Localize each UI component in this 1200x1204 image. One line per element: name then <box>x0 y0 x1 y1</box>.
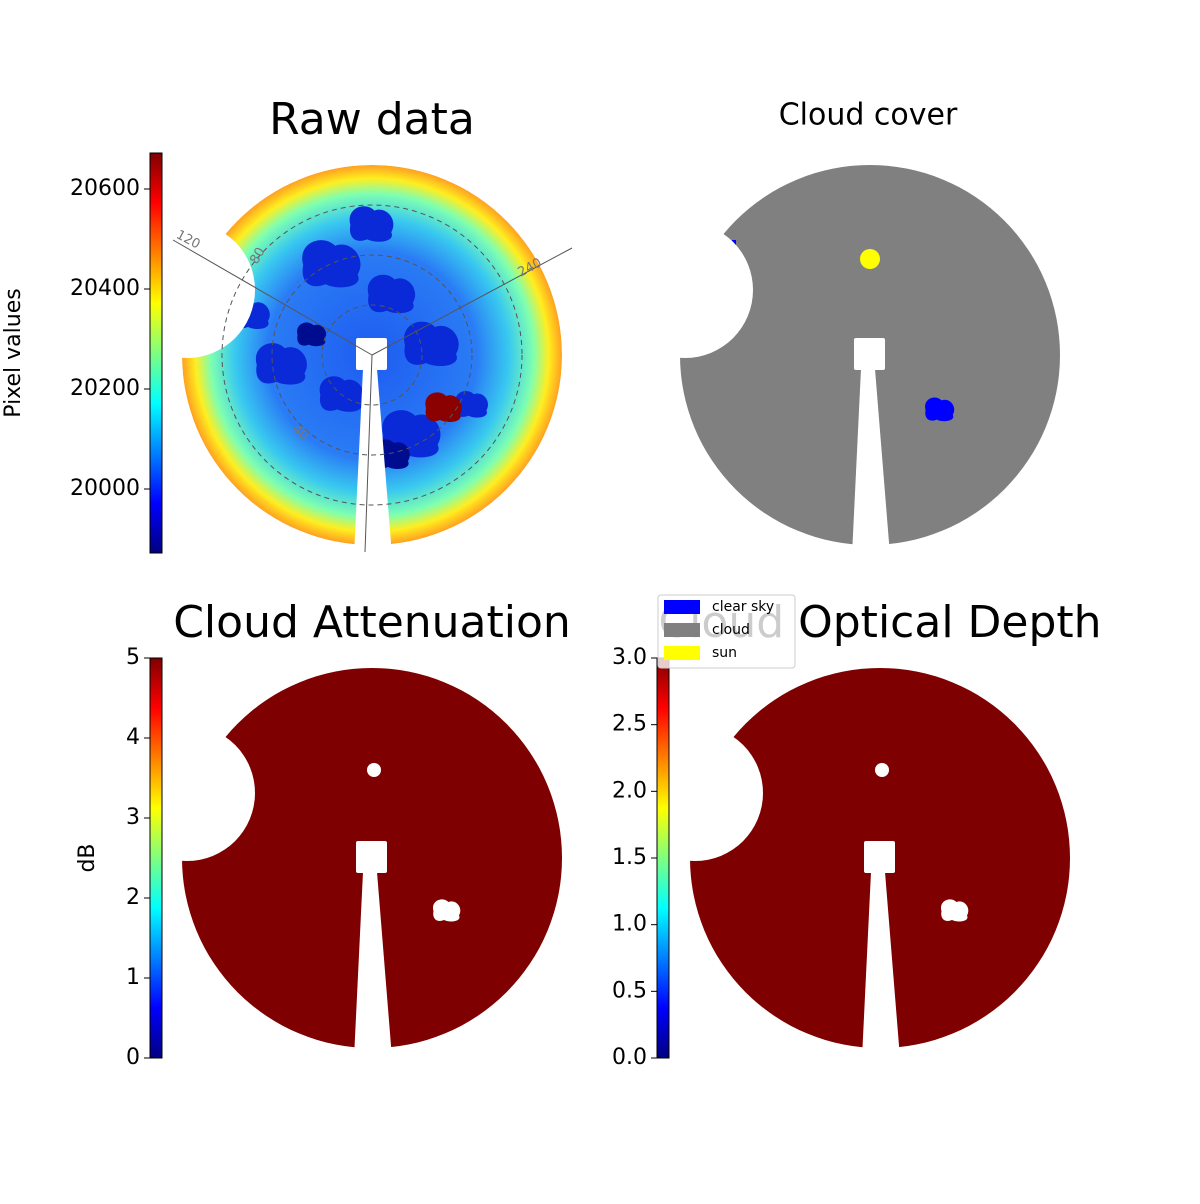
dark-patch <box>302 240 361 288</box>
legend-label: clear sky <box>712 599 774 615</box>
polar-spoke <box>364 354 373 553</box>
dark-patch <box>367 274 416 314</box>
dark-patch <box>349 206 394 242</box>
sky-image <box>182 668 562 1048</box>
colorbar-label: dB <box>75 843 100 872</box>
sun-hole <box>367 763 381 777</box>
panel-title: Cloud cover <box>779 98 958 133</box>
colorbar-tick-label: 2.5 <box>612 712 647 737</box>
cloud-hole <box>433 899 461 922</box>
colorbar <box>656 657 670 1059</box>
colorbar-label: Pixel values <box>1 288 26 417</box>
colorbar-tick-label: 20600 <box>70 176 140 201</box>
polar-spoke <box>172 239 373 356</box>
colorbar-tick-label: 5 <box>126 645 140 670</box>
cloud-hole <box>941 899 969 922</box>
legend-swatch <box>664 600 700 614</box>
legend-label: cloud <box>712 622 750 638</box>
colorbar-tick-label: 20200 <box>70 376 140 401</box>
image-fill <box>182 668 562 1048</box>
colorbar-tick-label: 0 <box>126 1045 140 1070</box>
colorbar <box>149 152 163 554</box>
colorbar-tick-label: 3.0 <box>612 645 647 670</box>
legend-swatch <box>664 623 700 637</box>
polar-grid <box>172 204 573 553</box>
legend-swatch <box>664 646 700 660</box>
colorbar <box>149 657 163 1059</box>
colorbar-tick-label: 2.0 <box>612 778 647 803</box>
colorbar-tick-label: 1.0 <box>612 912 647 937</box>
dark-patch <box>255 343 307 385</box>
colorbar-tick-label: 20400 <box>70 276 140 301</box>
polar-spoke <box>371 247 573 356</box>
legend: clear sky cloud sun <box>657 594 796 669</box>
colorbar-tick-label: 4 <box>126 725 140 750</box>
image-fill <box>690 668 1070 1048</box>
polar-label: 80 <box>247 245 268 267</box>
sun-hole <box>875 763 889 777</box>
dark-patch <box>373 439 410 469</box>
polar-ring <box>221 204 523 506</box>
sky-image <box>690 668 1070 1048</box>
colorbar-tick-label: 1.5 <box>612 845 647 870</box>
colorbar-tick-label: 2 <box>126 885 140 910</box>
colorbar-tick-label: 0.5 <box>612 978 647 1003</box>
colorbar-tick-label: 0.0 <box>612 1045 647 1070</box>
panel: Cloud Attenuation 0 1 2 3 4 5 dB <box>75 597 571 1070</box>
cloud-region <box>680 165 1060 545</box>
dark-patch <box>297 322 327 347</box>
colorbar-tick-label: 20000 <box>70 476 140 501</box>
panel-title: Raw data <box>269 94 475 145</box>
edge-artifact <box>232 211 240 219</box>
sky-image <box>680 165 1060 545</box>
sun-region <box>860 249 880 269</box>
dark-patch <box>404 321 459 366</box>
legend-label: sun <box>712 645 737 661</box>
dark-patch <box>233 299 270 329</box>
panel-title: Cloud Attenuation <box>173 597 571 648</box>
polar-ring <box>321 304 423 406</box>
dark-patch <box>455 390 489 418</box>
panel: Cloud cover <box>680 98 1060 545</box>
clear-sky-region <box>925 397 955 422</box>
clear-sky-region <box>732 240 736 270</box>
colorbar-tick-label: 3 <box>126 805 140 830</box>
colorbar-tick-label: 1 <box>126 965 140 990</box>
polar-ring <box>271 254 473 456</box>
